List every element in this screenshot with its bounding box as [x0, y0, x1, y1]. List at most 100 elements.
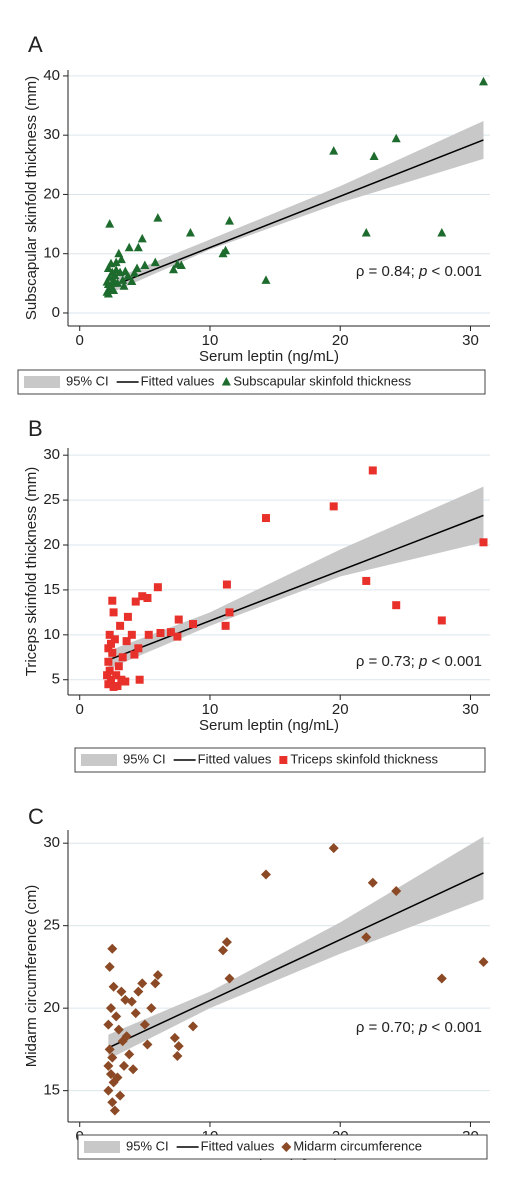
point: [112, 671, 121, 680]
x-axis-label: Serum leptin (ng/mL): [199, 348, 339, 365]
point: [222, 580, 231, 589]
point: [119, 281, 129, 290]
annotation-part: p: [418, 263, 427, 280]
point: [104, 680, 113, 689]
x-tick-label: 30: [462, 332, 479, 349]
point: [478, 76, 488, 86]
point: [172, 1051, 183, 1062]
point: [119, 1060, 130, 1071]
annotation-part: ρ = 0.73;: [356, 653, 419, 670]
point: [221, 377, 231, 386]
point: [108, 648, 117, 657]
point: [153, 213, 163, 222]
point: [391, 886, 402, 897]
point: [150, 257, 160, 267]
legend-label: 95% CI: [123, 751, 166, 766]
x-tick-label: 20: [332, 701, 349, 718]
y-tick-label: 10: [43, 245, 60, 262]
point: [137, 233, 147, 243]
point: [189, 620, 198, 629]
point: [128, 1064, 139, 1075]
point: [260, 869, 271, 880]
point: [107, 1097, 118, 1108]
point: [104, 1044, 115, 1055]
legend-label: Fitted values: [198, 751, 272, 766]
y-tick-label: 5: [52, 671, 60, 688]
point: [224, 973, 235, 984]
point: [261, 275, 271, 284]
point: [118, 275, 128, 284]
panel-label: A: [28, 32, 43, 57]
point: [108, 981, 119, 992]
point: [478, 956, 489, 967]
point: [329, 146, 339, 155]
point: [135, 675, 144, 684]
point: [133, 242, 143, 252]
point: [116, 621, 125, 630]
y-tick-label: 40: [43, 67, 60, 84]
legend-swatch: [81, 754, 117, 766]
point: [437, 227, 447, 237]
point: [104, 644, 113, 653]
y-tick-label: 10: [43, 626, 60, 643]
point: [123, 271, 133, 280]
point: [103, 1060, 114, 1071]
point: [144, 630, 153, 639]
point: [109, 285, 119, 294]
fitted-line: [108, 872, 484, 1049]
panel-label: B: [28, 416, 43, 441]
point: [104, 657, 113, 666]
x-axis-label: Serum leptin (ng/mL): [199, 717, 339, 734]
point: [126, 996, 137, 1007]
point: [124, 1049, 135, 1060]
point: [104, 961, 115, 972]
point: [221, 621, 230, 630]
point: [142, 1039, 153, 1050]
point: [130, 650, 139, 659]
point: [152, 970, 163, 981]
x-tick-label: 10: [202, 332, 219, 349]
point: [118, 653, 127, 662]
y-tick-label: 25: [43, 917, 60, 934]
point: [114, 662, 123, 671]
point: [113, 1024, 124, 1035]
legend-label: Subscapular skinfold thickness: [233, 373, 411, 388]
point: [122, 637, 131, 646]
x-tick-label: 20: [332, 332, 349, 349]
point: [362, 576, 371, 585]
y-tick-label: 20: [43, 185, 60, 202]
y-axis-label: Midarm circumference (cm): [23, 885, 40, 1068]
point: [368, 466, 377, 475]
point: [221, 245, 231, 255]
point: [106, 258, 116, 268]
point: [112, 1072, 123, 1083]
point: [133, 986, 144, 997]
point: [109, 608, 118, 617]
y-axis-label: Subscapular skinfold thickness (mm): [23, 76, 40, 320]
point: [329, 502, 338, 511]
point: [367, 877, 378, 888]
point: [112, 278, 122, 287]
y-tick-label: 25: [43, 491, 60, 508]
point: [106, 675, 115, 684]
point: [111, 1011, 122, 1022]
point: [140, 260, 150, 270]
point: [150, 978, 161, 989]
point: [153, 583, 162, 592]
annotation-part: < 0.001: [427, 1019, 482, 1036]
point: [105, 630, 114, 639]
point: [132, 263, 142, 273]
annotation-part: < 0.001: [427, 263, 482, 280]
point: [221, 937, 232, 948]
point: [108, 596, 117, 605]
point: [109, 1105, 120, 1116]
point: [169, 1032, 180, 1043]
point: [166, 628, 175, 637]
y-tick-label: 0: [52, 304, 60, 321]
y-tick-label: 30: [43, 834, 60, 851]
x-tick-label: 10: [202, 701, 219, 718]
point: [174, 615, 183, 624]
legend-label: Midarm circumference: [293, 1138, 422, 1153]
annotation-part: < 0.001: [427, 653, 482, 670]
